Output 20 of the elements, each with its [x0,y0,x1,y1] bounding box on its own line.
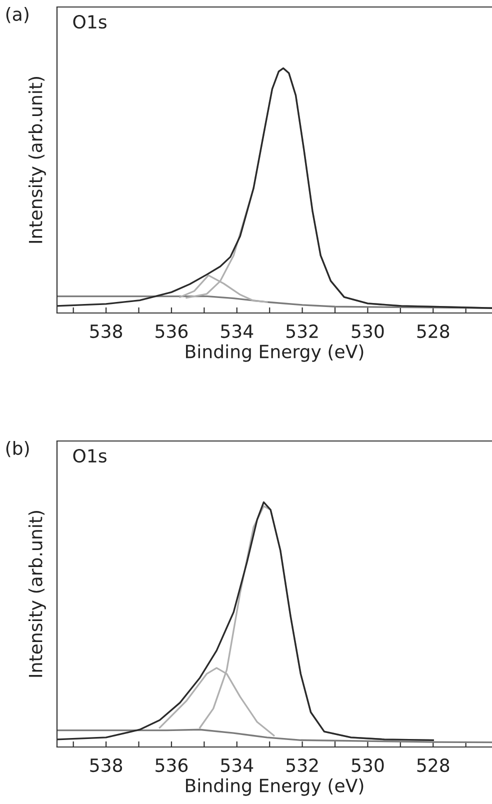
x-tick-label: 532 [286,758,318,772]
x-tick-label: 530 [352,758,384,772]
text: O1s [73,14,106,29]
x-axis-title: Binding Energy (eV) [186,344,364,362]
x-tick-label: 534 [221,758,254,772]
y-axis-title: Intensity (arb.unit) [28,511,46,677]
x-tick-label: 534 [221,324,254,338]
x-tick-label: 536 [156,758,188,772]
x-tick-label: 528 [417,324,450,338]
chart-title: (a) [6,7,28,24]
x-tick-label: 530 [352,324,384,338]
x-tick-label: 538 [90,758,122,772]
x-axis-title: Binding Energy (eV) [186,778,364,796]
x-tick-label: 528 [417,758,450,772]
y-axis-title: Intensity (arb.unit) [28,77,46,243]
chart-title: (b) [6,441,29,458]
x-tick-label: 532 [286,324,318,338]
x-tick-label: 538 [90,324,122,338]
text: O1s [73,448,106,463]
x-tick-label: 536 [156,324,188,338]
